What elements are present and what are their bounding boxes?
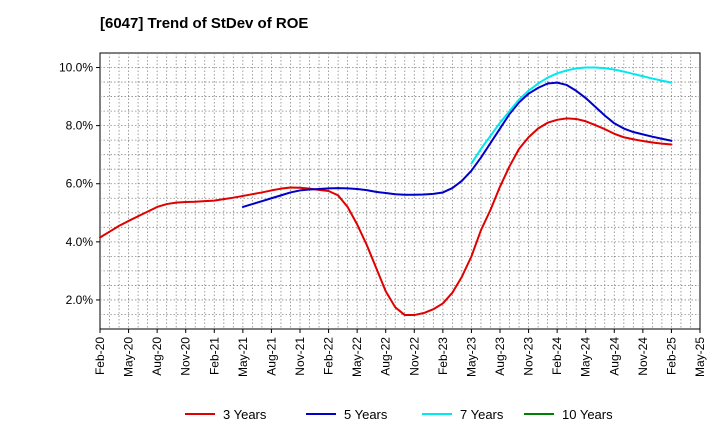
legend-label-7-years: 7 Years bbox=[460, 407, 504, 422]
legend-label-3-years: 3 Years bbox=[223, 407, 267, 422]
legend-label-5-years: 5 Years bbox=[344, 407, 388, 422]
x-tick-label: Aug-20 bbox=[150, 337, 164, 376]
x-tick-label: Nov-20 bbox=[179, 337, 193, 376]
series-line-5-years bbox=[241, 81, 673, 208]
x-tick-label: May-23 bbox=[464, 337, 478, 377]
y-tick-label: 8.0% bbox=[66, 119, 94, 133]
y-tick-label: 4.0% bbox=[66, 235, 94, 249]
x-tick-label: Nov-23 bbox=[522, 337, 536, 376]
x-tick-label: May-24 bbox=[579, 337, 593, 377]
x-tick-label: Nov-24 bbox=[636, 337, 650, 376]
x-tick-label: Feb-25 bbox=[664, 337, 678, 375]
legend: 3 Years 5 Years 7 Years 10 Years bbox=[185, 407, 613, 422]
y-axis: 2.0% 4.0% 6.0% 8.0% 10.0% bbox=[59, 61, 100, 307]
y-tick-label: 10.0% bbox=[59, 61, 93, 75]
x-tick-label: Feb-22 bbox=[322, 337, 336, 375]
y-tick-label: 2.0% bbox=[66, 293, 94, 307]
x-tick-label: Nov-22 bbox=[407, 337, 421, 376]
chart-title: [6047] Trend of StDev of ROE bbox=[100, 15, 308, 32]
x-tick-label: May-21 bbox=[236, 337, 250, 377]
x-axis: Feb-20 May-20 Aug-20 Nov-20 Feb-21 May-21 Aug-… bbox=[93, 329, 707, 377]
x-tick-label: Feb-23 bbox=[436, 337, 450, 375]
x-tick-label: Nov-21 bbox=[293, 337, 307, 376]
x-tick-label: May-25 bbox=[693, 337, 707, 377]
x-tick-label: May-22 bbox=[350, 337, 364, 377]
series-lines bbox=[99, 66, 673, 317]
x-tick-label: Feb-20 bbox=[93, 337, 107, 375]
x-tick-label: Feb-21 bbox=[207, 337, 221, 375]
x-tick-label: May-20 bbox=[122, 337, 136, 377]
series-line-7-years bbox=[470, 66, 673, 165]
x-tick-label: Aug-21 bbox=[264, 337, 278, 376]
x-tick-label: Aug-23 bbox=[493, 337, 507, 376]
x-tick-label: Aug-22 bbox=[379, 337, 393, 376]
x-tick-label: Aug-24 bbox=[607, 337, 621, 376]
series-line-3-years bbox=[99, 117, 673, 317]
legend-label-10-years: 10 Years bbox=[562, 407, 613, 422]
x-tick-label: Feb-24 bbox=[550, 337, 564, 375]
plot-area bbox=[99, 52, 701, 330]
y-tick-label: 6.0% bbox=[66, 177, 94, 191]
